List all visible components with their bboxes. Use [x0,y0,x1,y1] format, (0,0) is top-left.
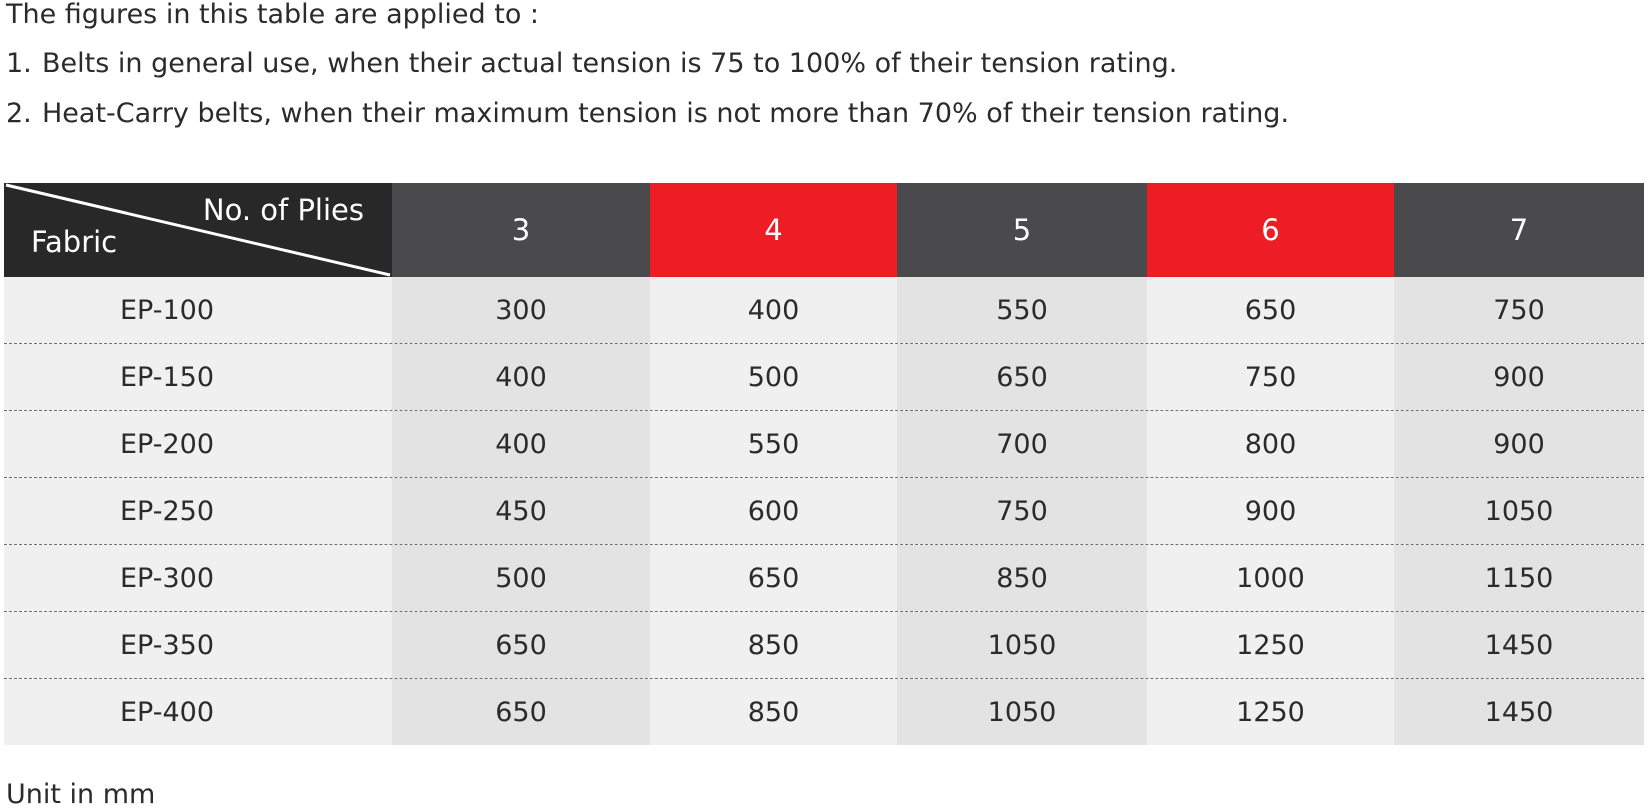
fabric-header-label: Fabric [31,225,118,259]
table-row: EP-100 300 400 550 650 750 [4,277,1644,343]
value-cell: 1050 [897,612,1147,678]
table-row: EP-200 400 550 700 800 900 [4,410,1644,477]
value-cell: 900 [1394,344,1644,410]
value-cell: 750 [897,478,1147,544]
table-row: EP-300 500 650 850 1000 1150 [4,544,1644,611]
fabric-cell: EP-400 [4,679,392,745]
fabric-cell: EP-300 [4,545,392,611]
value-cell: 300 [392,277,650,343]
plies-header-7: 7 [1394,183,1644,277]
value-cell: 1450 [1394,612,1644,678]
diagonal-divider-line [5,183,391,277]
value-cell: 1150 [1394,545,1644,611]
plies-header-6: 6 [1147,183,1394,277]
corner-header-cell: No. of Plies Fabric [4,183,392,277]
value-cell: 650 [897,344,1147,410]
intro-item-text: Heat-Carry belts, when their maximum ten… [42,98,1290,129]
value-cell: 850 [650,679,897,745]
value-cell: 550 [650,411,897,477]
value-cell: 750 [1394,277,1644,343]
table-row: EP-400 650 850 1050 1250 1450 [4,678,1644,745]
fabric-cell: EP-350 [4,612,392,678]
table-header-row: No. of Plies Fabric 3 4 5 6 7 [4,183,1644,277]
value-cell: 600 [650,478,897,544]
value-cell: 1050 [1394,478,1644,544]
value-cell: 1050 [897,679,1147,745]
intro-item-text: Belts in general use, when their actual … [42,48,1178,79]
intro-heading: The figures in this table are applied to… [6,0,540,30]
intro-item-number: 1. [6,48,32,79]
value-cell: 400 [392,411,650,477]
value-cell: 750 [1147,344,1394,410]
plies-header-5: 5 [897,183,1147,277]
value-cell: 400 [650,277,897,343]
value-cell: 650 [650,545,897,611]
value-cell: 500 [392,545,650,611]
value-cell: 700 [897,411,1147,477]
fabric-cell: EP-250 [4,478,392,544]
value-cell: 850 [650,612,897,678]
value-cell: 900 [1394,411,1644,477]
fabric-cell: EP-150 [4,344,392,410]
fabric-cell: EP-200 [4,411,392,477]
value-cell: 650 [392,612,650,678]
value-cell: 650 [1147,277,1394,343]
value-cell: 1450 [1394,679,1644,745]
plies-header-3: 3 [392,183,650,277]
value-cell: 900 [1147,478,1394,544]
fabric-cell: EP-100 [4,277,392,343]
value-cell: 650 [392,679,650,745]
intro-item-number: 2. [6,98,32,129]
value-cell: 550 [897,277,1147,343]
table-row: EP-350 650 850 1050 1250 1450 [4,611,1644,678]
intro-item-2: 2. Heat-Carry belts, when their maximum t… [6,99,1289,129]
plies-header-4: 4 [650,183,897,277]
table-row: EP-250 450 600 750 900 1050 [4,477,1644,544]
value-cell: 850 [897,545,1147,611]
value-cell: 1250 [1147,679,1394,745]
value-cell: 1250 [1147,612,1394,678]
value-cell: 1000 [1147,545,1394,611]
belt-tension-table: No. of Plies Fabric 3 4 5 6 7 EP-100 300… [4,183,1644,745]
value-cell: 400 [392,344,650,410]
value-cell: 800 [1147,411,1394,477]
value-cell: 450 [392,478,650,544]
plies-header-label: No. of Plies [202,193,364,227]
table-row: EP-150 400 500 650 750 900 [4,343,1644,410]
value-cell: 500 [650,344,897,410]
intro-item-1: 1. Belts in general use, when their actua… [6,49,1177,79]
unit-note: Unit in mm [6,779,156,810]
